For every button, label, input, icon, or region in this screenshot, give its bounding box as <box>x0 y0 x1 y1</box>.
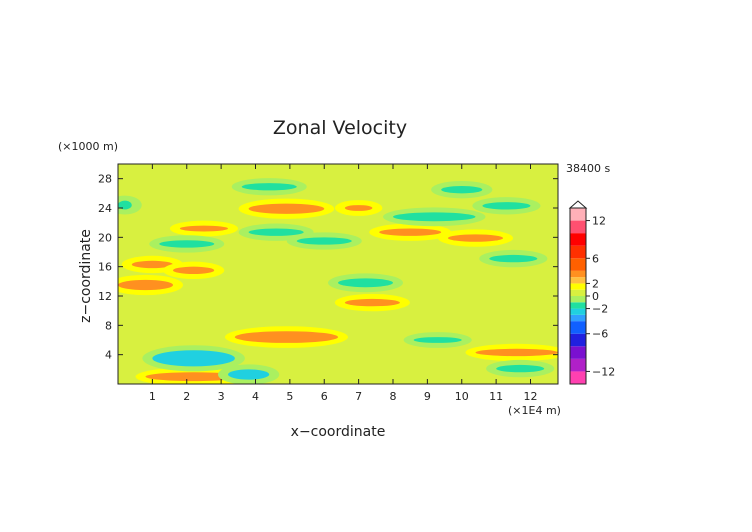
field-core-positive <box>344 205 373 211</box>
field-core-positive <box>248 203 325 214</box>
field-core-positive <box>173 266 215 275</box>
field-core-negative <box>118 200 132 210</box>
chart-title: Zonal Velocity <box>273 117 407 139</box>
x-tick-label: 7 <box>355 390 362 403</box>
colorbar-swatch <box>570 289 586 296</box>
y-axis-label: z−coordinate <box>78 229 94 323</box>
colorbar-swatch <box>570 358 586 372</box>
x-tick-label: 9 <box>424 390 431 403</box>
y-tick-label: 4 <box>105 349 112 362</box>
x-tick-label: 1 <box>149 390 156 403</box>
y-tick-label: 20 <box>98 231 112 244</box>
colorbar-tick-label: 6 <box>592 252 599 265</box>
y-axis: 4 8 12 16 20 24 28 <box>98 173 558 362</box>
colorbar-tick-label: −12 <box>592 365 615 378</box>
x-tick-label: 2 <box>183 390 190 403</box>
field-core-positive <box>145 372 242 382</box>
x-tick-label: 3 <box>218 390 225 403</box>
field-core-negative <box>338 278 393 288</box>
colorbar-tick-label: 12 <box>592 215 606 228</box>
field-core-negative <box>248 228 304 236</box>
colorbar-swatch <box>570 258 586 271</box>
field-core-positive <box>118 279 173 291</box>
field-core-negative <box>482 202 531 210</box>
field-core-negative <box>413 337 462 343</box>
field-core-negative <box>241 183 297 191</box>
colorbar-swatch <box>570 220 586 234</box>
colorbar-extend-arrow <box>568 200 588 209</box>
colorbar-swatch <box>570 296 586 303</box>
colorbar-swatch <box>570 308 586 315</box>
colorbar-tick-label: −2 <box>592 303 608 316</box>
y-tick-label: 8 <box>105 319 112 332</box>
x-axis: 1 2 3 4 5 6 7 8 9 10 11 12 <box>149 164 538 403</box>
y-tick-label: 28 <box>98 173 112 186</box>
x-tick-label: 8 <box>390 390 397 403</box>
y-tick-label: 12 <box>98 290 112 303</box>
field-core-negative <box>393 212 476 222</box>
x-tick-label: 12 <box>524 390 538 403</box>
colorbar-swatch <box>570 333 586 347</box>
colorbar-swatch <box>570 302 586 309</box>
field-core-negative <box>489 254 538 263</box>
field-core-positive <box>448 234 503 242</box>
x-tick-label: 11 <box>489 390 503 403</box>
field-core-negative <box>159 240 215 248</box>
field-core-positive <box>344 298 400 307</box>
field-core-negative <box>441 186 483 194</box>
colorbar: 12 6 20−2 −6 −12 <box>568 200 615 385</box>
field-core-positive <box>179 225 228 232</box>
colorbar-swatch <box>570 371 586 384</box>
y-tick-label: 16 <box>98 261 112 274</box>
y-tick-label: 24 <box>98 202 112 215</box>
field-core-positive <box>475 348 558 357</box>
field-core-negative <box>152 350 235 367</box>
y-unit-label: (×1000 m) <box>58 140 118 153</box>
plot-frame <box>117 163 559 385</box>
colorbar-swatch <box>570 270 586 278</box>
colorbar-swatch <box>570 314 586 322</box>
colorbar-swatch <box>570 346 586 359</box>
x-tick-label: 6 <box>321 390 328 403</box>
colorbar-swatch <box>570 245 586 259</box>
plot-area <box>117 163 559 385</box>
colorbar-tick-label: 0 <box>592 290 599 303</box>
x-tick-label: 5 <box>286 390 293 403</box>
colorbar-tick-label: −6 <box>592 328 608 341</box>
colorbar-swatch <box>570 233 586 246</box>
field-core-positive <box>234 331 338 343</box>
x-axis-label: x−coordinate <box>291 424 386 440</box>
field-core-negative <box>496 364 545 373</box>
colorbar-tick-label: 2 <box>592 277 599 290</box>
colorbar-swatch <box>570 208 586 221</box>
field-core-positive <box>379 228 442 236</box>
x-unit-label: (×1E4 m) <box>508 404 561 417</box>
x-tick-label: 4 <box>252 390 259 403</box>
field-core-negative <box>228 369 270 380</box>
colorbar-swatch <box>570 283 586 290</box>
velocity-field <box>118 178 558 384</box>
field-core-negative <box>296 237 352 245</box>
colorbar-swatch <box>570 277 586 284</box>
time-label: 38400 s <box>566 162 610 175</box>
x-tick-label: 10 <box>455 390 469 403</box>
colorbar-swatch <box>570 321 586 334</box>
field-core-positive <box>131 260 173 269</box>
